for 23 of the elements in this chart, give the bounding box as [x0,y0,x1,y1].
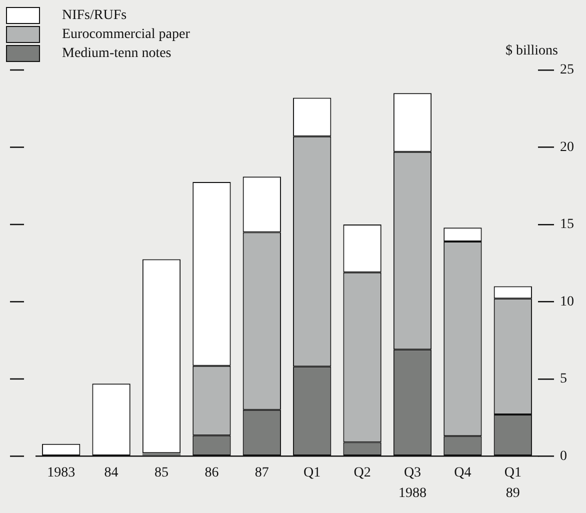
bar [142,453,181,456]
x-tick-label: Q1 [504,465,522,480]
x-tick-label: Q4 [454,465,472,480]
x-tick-label: 84 [104,465,118,480]
x-tick-label: 87 [254,465,269,480]
x-tick-label: 86 [204,465,219,480]
x-tick-label: 85 [154,465,168,480]
x-tick-label: Q3 [404,465,422,480]
y-tick-label: 0 [560,448,567,464]
y-tick-label: 5 [560,372,567,387]
x-tick-label: 1983 [47,465,76,480]
text: 1988 [398,486,426,501]
x-tick-label: Q2 [354,465,371,480]
x-tick-label: Q1 [304,465,321,480]
y-tick-label: 20 [560,140,574,155]
y-tick-label: 10 [560,294,574,310]
legend-label: Eurocommercial paper [62,26,190,42]
y-tick-label: 25 [560,62,574,78]
text: 89 [506,486,520,501]
y-tick-label: 15 [560,217,574,232]
legend-label: NIFs/RUFs [62,8,127,24]
legend-label: Medium-tenn notes [62,46,172,62]
y-axis-title: $ billions [505,44,558,59]
